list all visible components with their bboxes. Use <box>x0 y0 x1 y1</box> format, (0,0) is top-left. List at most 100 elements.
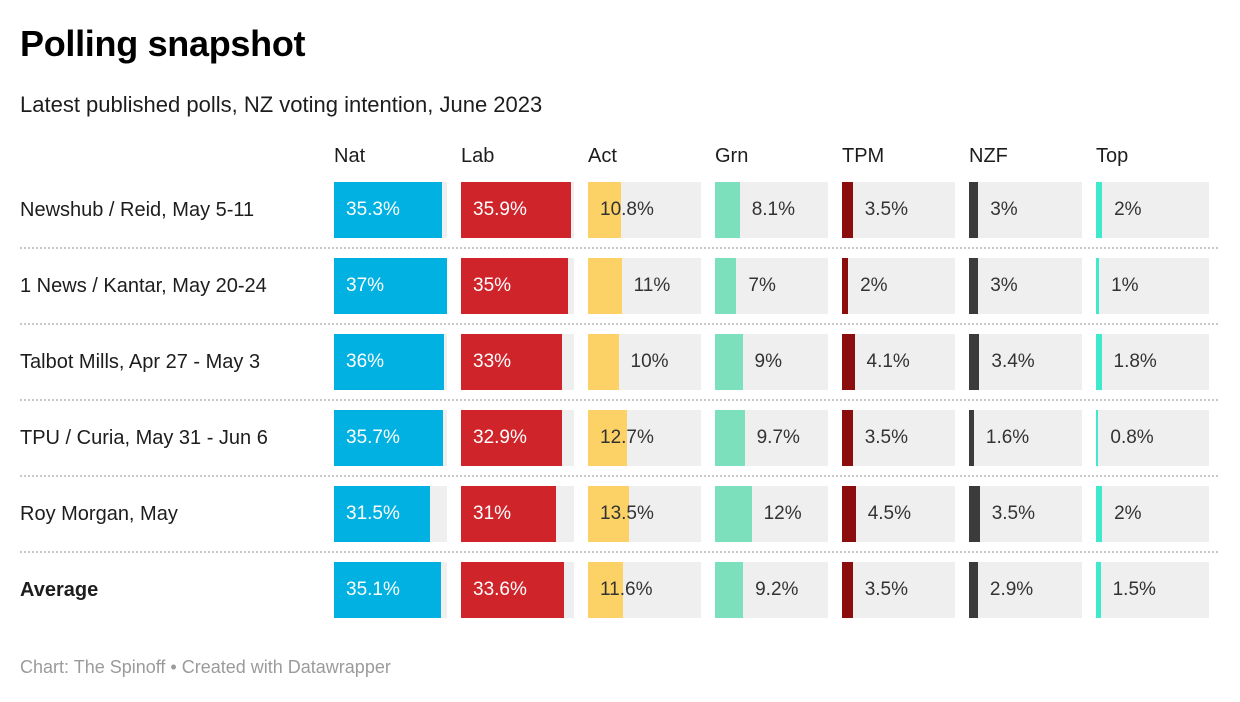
bar-value-label: 3% <box>990 199 1018 220</box>
bar-top <box>1096 334 1102 390</box>
bar-value-label: 12.7% <box>600 427 654 448</box>
row-divider <box>20 542 1220 562</box>
poll-name: Newshub / Reid, May 5-11 <box>20 198 255 221</box>
bar-value-label: 12% <box>763 503 802 524</box>
bar-value-label: 33.6% <box>473 579 527 600</box>
bar-cell-nzf: 3.4% <box>969 334 1082 390</box>
bar-nzf <box>969 182 979 238</box>
bar-value-label: 7% <box>748 275 776 296</box>
bar-top <box>1096 486 1103 542</box>
bar-cell-top: 1.5% <box>1096 562 1209 618</box>
chart-subtitle: Latest published polls, NZ voting intent… <box>20 92 543 117</box>
row-divider <box>20 390 1220 410</box>
bar-value-label: 33% <box>473 351 512 372</box>
bar-act <box>588 334 619 390</box>
bar-cell-nzf: 3.5% <box>969 486 1082 542</box>
poll-name: 1 News / Kantar, May 20-24 <box>20 274 267 297</box>
table-row: Talbot Mills, Apr 27 - May 3 36% 33% 10% 9% 4… <box>20 334 1220 390</box>
bar-value-label: 3.5% <box>864 427 908 448</box>
bar-top <box>1096 562 1101 618</box>
bar-value-label: 36% <box>346 351 385 372</box>
bar-tpm <box>842 410 853 466</box>
row-divider <box>20 466 1220 486</box>
bar-cell-lab: 35.9% <box>461 182 574 238</box>
bar-nat <box>334 410 443 466</box>
bar-act <box>588 258 622 314</box>
chart-title: Polling snapshot <box>20 23 306 64</box>
bar-value-label: 32.9% <box>473 427 527 448</box>
bar-nat <box>334 258 447 314</box>
bar-cell-nat: 35.3% <box>334 182 447 238</box>
bar-grn <box>715 486 752 542</box>
bar-cell-act: 13.5% <box>588 486 701 542</box>
row-label-column-spacer <box>20 144 320 168</box>
poll-name: TPU / Curia, May 31 - Jun 6 <box>20 426 268 449</box>
bar-cell-nzf: 2.9% <box>969 562 1082 618</box>
bar-value-label: 9% <box>754 351 782 372</box>
bar-value-label: 3.5% <box>991 503 1035 524</box>
bar-top <box>1096 410 1099 466</box>
bar-value-label: 10.8% <box>600 199 654 220</box>
bar-cell-grn: 9.7% <box>715 410 828 466</box>
bar-value-label: 2% <box>1114 199 1142 220</box>
column-header-nzf: NZF <box>969 145 1008 167</box>
bar-cell-grn: 12% <box>715 486 828 542</box>
bar-cell-top: 1% <box>1096 258 1209 314</box>
bar-value-label: 9.2% <box>755 579 799 600</box>
bar-tpm <box>842 182 853 238</box>
table-row: Roy Morgan, May 31.5% 31% 13.5% 12% 4.5% 3.5% 2… <box>20 486 1220 542</box>
poll-name: Roy Morgan, May <box>20 502 178 525</box>
table-row: Newshub / Reid, May 5-11 35.3% 35.9% 10.8% 8… <box>20 182 1220 238</box>
bar-lab <box>461 258 568 314</box>
bar-cell-act: 10% <box>588 334 701 390</box>
bar-nat <box>334 334 444 390</box>
bar-nzf <box>969 258 979 314</box>
bar-value-label: 11.6% <box>600 579 653 600</box>
bar-act <box>588 410 627 466</box>
bar-cell-nzf: 1.6% <box>969 410 1082 466</box>
bar-tpm <box>842 486 856 542</box>
bar-act <box>588 486 630 542</box>
bar-value-label: 35.3% <box>346 199 400 220</box>
bar-grn <box>715 410 745 466</box>
bar-lab <box>461 562 564 618</box>
bar-lab <box>461 182 571 238</box>
bar-cell-grn: 9% <box>715 334 828 390</box>
bar-cell-act: 11% <box>588 258 701 314</box>
bar-value-label: 35% <box>473 275 512 296</box>
bar-value-label: 9.7% <box>756 427 800 448</box>
bar-cell-lab: 31% <box>461 486 574 542</box>
bar-cell-nat: 37% <box>334 258 447 314</box>
bar-act <box>588 182 621 238</box>
bar-top <box>1096 182 1103 238</box>
bar-cell-tpm: 4.5% <box>842 486 955 542</box>
bar-grn <box>715 334 743 390</box>
bar-nzf <box>969 410 974 466</box>
bar-cell-lab: 33% <box>461 334 574 390</box>
row-divider <box>20 238 1220 258</box>
bar-cell-nat: 36% <box>334 334 447 390</box>
bar-nat <box>334 562 442 618</box>
bar-value-label: 4.1% <box>866 351 910 372</box>
column-header-act: Act <box>588 145 617 167</box>
bar-value-label: 35.7% <box>346 427 400 448</box>
bar-nat <box>334 182 442 238</box>
bar-cell-top: 0.8% <box>1096 410 1209 466</box>
bar-nat <box>334 486 431 542</box>
bar-cell-nzf: 3% <box>969 258 1082 314</box>
bar-tpm <box>842 258 849 314</box>
bar-tpm <box>842 334 855 390</box>
bar-grn <box>715 182 740 238</box>
bar-lab <box>461 486 556 542</box>
bar-tpm <box>842 562 853 618</box>
bar-cell-top: 2% <box>1096 486 1209 542</box>
bar-cell-nat: 31.5% <box>334 486 447 542</box>
bar-nzf <box>969 334 980 390</box>
bar-cell-top: 1.8% <box>1096 334 1209 390</box>
column-header-top: Top <box>1096 145 1129 167</box>
bar-value-label: 3% <box>990 275 1018 296</box>
bar-value-label: 31.5% <box>346 503 400 524</box>
bar-value-label: 2.9% <box>989 579 1034 600</box>
bar-value-label: 4.5% <box>867 503 911 524</box>
